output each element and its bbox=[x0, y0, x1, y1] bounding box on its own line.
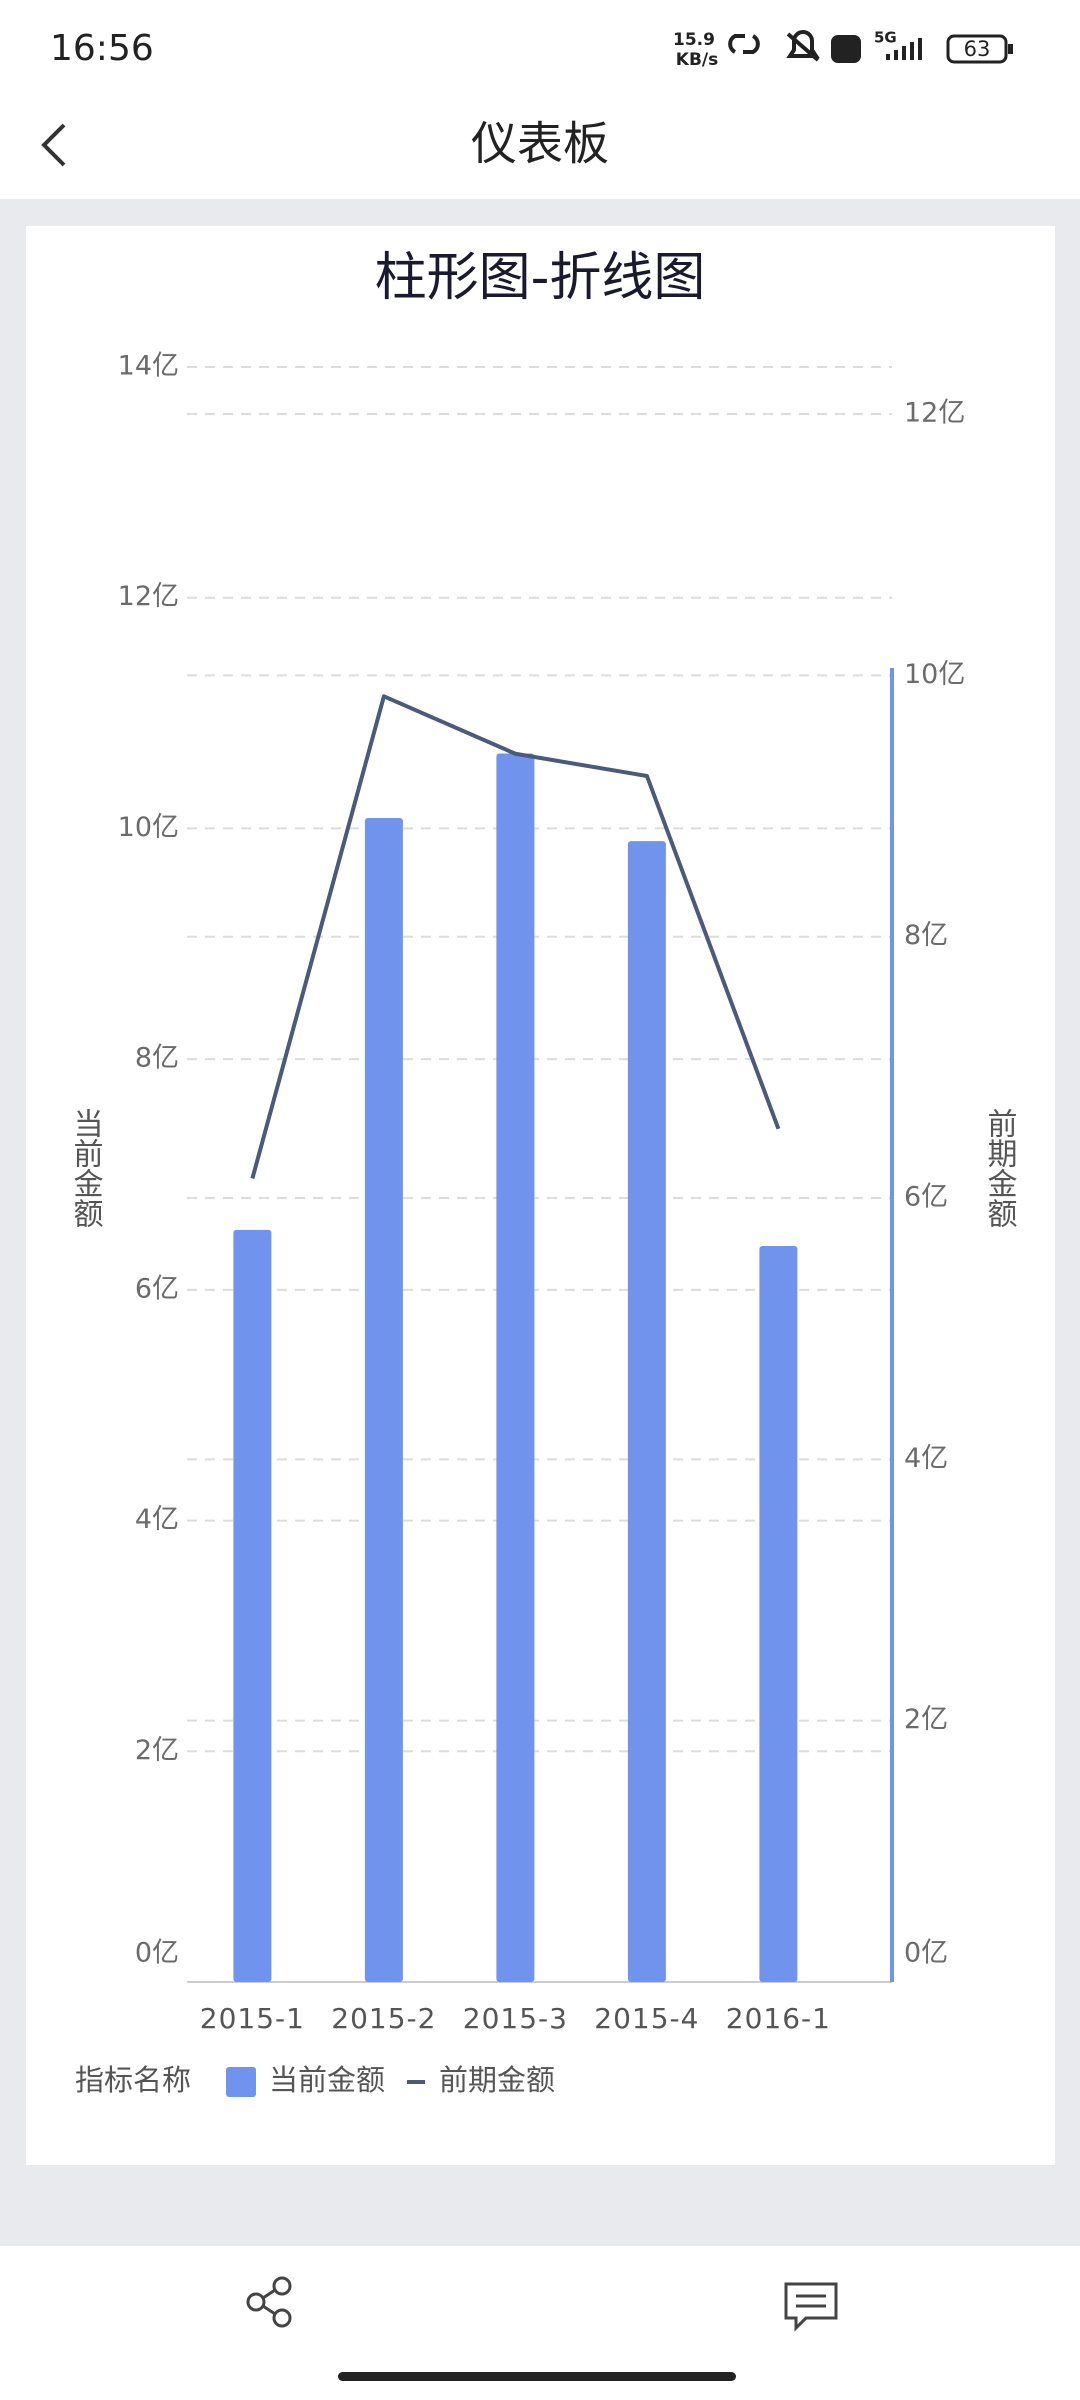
mute-icon bbox=[786, 30, 820, 62]
status-time: 16:56 bbox=[50, 28, 154, 69]
y-tick-label: 6亿 bbox=[135, 1273, 179, 1304]
legend-title: 指标名称 bbox=[75, 2063, 191, 2097]
chart-card bbox=[26, 226, 1055, 2165]
back-button[interactable] bbox=[41, 123, 66, 167]
y-tick-label: 4亿 bbox=[135, 1504, 179, 1535]
bar bbox=[233, 1229, 272, 1982]
share-button[interactable] bbox=[246, 2276, 292, 2328]
plot: 0亿2亿4亿6亿8亿10亿12亿14亿0亿2亿4亿6亿8亿10亿12亿当前金额前… bbox=[68, 351, 1018, 2097]
y-tick-label: 12亿 bbox=[118, 581, 179, 612]
x-tick-label: 2015-2 bbox=[331, 2002, 436, 2035]
y-tick-label: 14亿 bbox=[118, 351, 179, 382]
link-icon bbox=[728, 34, 760, 54]
chart-title: 柱形图-折线图 bbox=[375, 248, 706, 308]
x-tick-label: 2015-3 bbox=[463, 2002, 568, 2035]
legend-label: 前期金额 bbox=[439, 2063, 555, 2097]
5g-label: 5G bbox=[874, 29, 897, 47]
y2-tick-label: 10亿 bbox=[904, 659, 965, 690]
y-tick-label: 2亿 bbox=[135, 1735, 179, 1766]
bar bbox=[759, 1246, 798, 1982]
legend-swatch bbox=[226, 2067, 256, 2097]
battery-level: 63 bbox=[964, 37, 991, 61]
y2-tick-label: 6亿 bbox=[904, 1182, 948, 1213]
net-speed: 15.9 bbox=[673, 30, 715, 50]
header-title: 仪表板 bbox=[471, 117, 609, 171]
status-icons bbox=[728, 30, 1013, 64]
x-tick-label: 2015-1 bbox=[200, 2002, 305, 2035]
battery-tip bbox=[1008, 44, 1013, 54]
x-tick-label: 2016-1 bbox=[726, 2002, 831, 2035]
y2-tick-label: 4亿 bbox=[904, 1443, 948, 1474]
net-speed-unit: KB/s bbox=[676, 50, 718, 70]
hd-icon bbox=[831, 35, 861, 63]
y-axis-title: 当前金额 bbox=[68, 1108, 104, 1228]
line bbox=[250, 694, 781, 1179]
x-tick-label: 2015-4 bbox=[594, 2002, 699, 2035]
signal-icon bbox=[886, 38, 922, 60]
y2-tick-label: 0亿 bbox=[904, 1938, 948, 1969]
bar bbox=[364, 818, 403, 1983]
home-indicator bbox=[338, 2372, 736, 2381]
y2-tick-label: 2亿 bbox=[904, 1704, 948, 1735]
y2-axis-title: 前期金额 bbox=[982, 1108, 1018, 1228]
comment-button[interactable] bbox=[784, 2282, 838, 2332]
legend-label: 当前金额 bbox=[269, 2063, 385, 2097]
y-tick-label: 10亿 bbox=[118, 812, 179, 843]
y-tick-label: 8亿 bbox=[135, 1043, 179, 1074]
bar bbox=[496, 753, 535, 1982]
battery-icon bbox=[946, 34, 1008, 64]
bar bbox=[627, 841, 666, 1982]
y2-tick-label: 12亿 bbox=[904, 398, 965, 429]
y2-tick-label: 8亿 bbox=[904, 920, 948, 951]
y-tick-label: 0亿 bbox=[135, 1938, 179, 1969]
